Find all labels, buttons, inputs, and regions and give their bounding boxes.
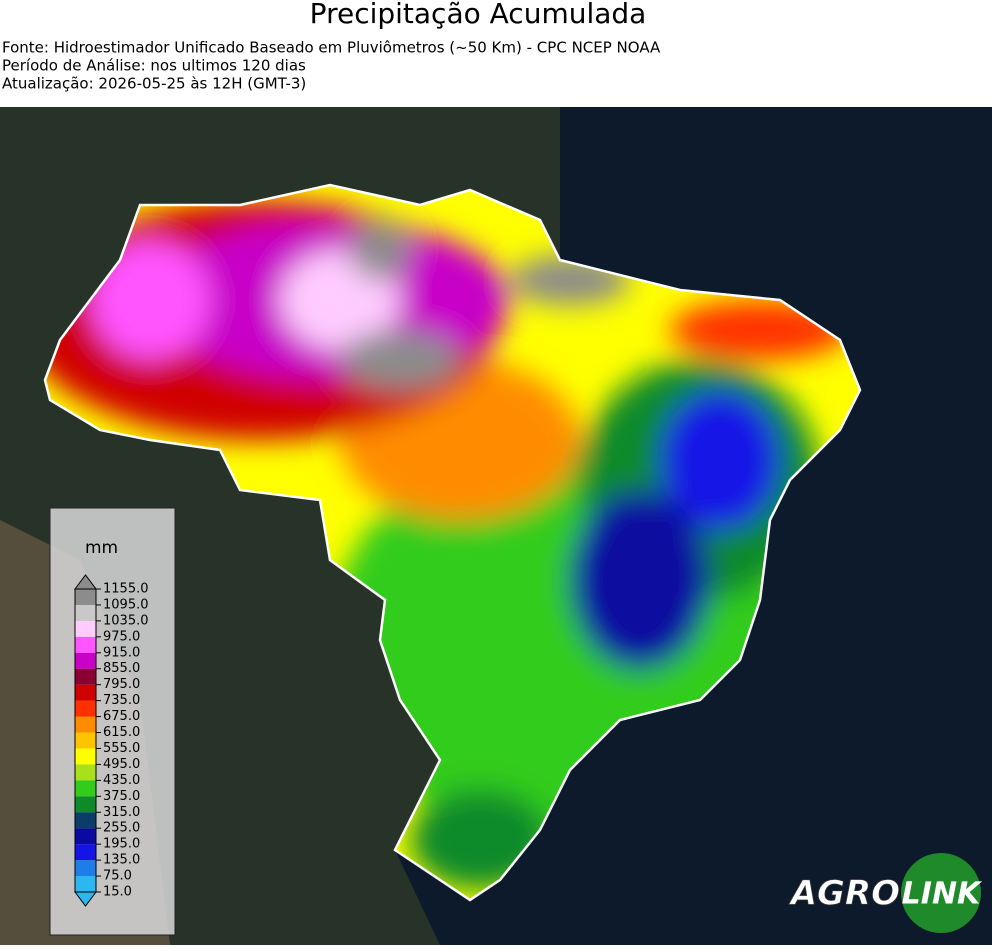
color-segment: [75, 796, 96, 813]
color-segment: [75, 764, 96, 781]
color-segment: [75, 668, 96, 685]
color-segment: [75, 652, 96, 669]
logo-right: LINK: [902, 877, 983, 912]
tick-label: 75.0: [103, 869, 132, 884]
legend-box: [49, 507, 176, 936]
color-segment: [75, 589, 96, 605]
tick-label: 135.0: [103, 853, 140, 868]
tick-label: 255.0: [103, 821, 140, 836]
color-segment: [75, 700, 96, 717]
colorbar: 15.075.0135.0195.0255.0315.0375.0435.049…: [74, 574, 149, 907]
color-segment: [75, 876, 96, 892]
precip-field: [45, 185, 860, 900]
tick-label: 1155.0: [103, 582, 149, 597]
tick-label: 495.0: [103, 757, 140, 772]
tick-label: 435.0: [103, 773, 140, 788]
tick-label: 1095.0: [103, 597, 149, 612]
color-segment: [75, 636, 96, 653]
color-segment: [75, 748, 96, 765]
source-line: Fonte: Hidroestimador Unificado Baseado …: [2, 39, 661, 57]
color-segment: [75, 860, 96, 877]
tick-label: 975.0: [103, 629, 140, 644]
color-segment: [75, 732, 96, 749]
tick-label: 735.0: [103, 693, 140, 708]
tick-label: 675.0: [103, 709, 140, 724]
color-segment: [75, 844, 96, 861]
title: Precipitação Acumulada: [310, 0, 647, 30]
tick-label: 1035.0: [103, 613, 149, 628]
color-segment: [75, 780, 96, 797]
tick-label: 315.0: [103, 805, 140, 820]
color-segment: [75, 716, 96, 733]
country-border: [43, 183, 862, 902]
tick-label: 915.0: [103, 645, 140, 660]
tick-label: 375.0: [103, 789, 140, 804]
logo-left: AGRO: [788, 874, 900, 914]
logo-circle: [901, 853, 981, 933]
tick-label: 615.0: [103, 725, 140, 740]
tick-label: 795.0: [103, 677, 140, 692]
color-segment: [75, 684, 96, 701]
color-segment: [75, 812, 96, 829]
color-segment: [75, 620, 96, 637]
tick-label: 15.0: [103, 885, 132, 900]
tick-label: 855.0: [103, 661, 140, 676]
legend-unit: mm: [85, 538, 118, 558]
tick-label: 195.0: [103, 837, 140, 852]
update-line: Atualização: 2026-05-25 às 12H (GMT-3): [2, 75, 306, 93]
color-segment: [75, 828, 96, 845]
period-line: Período de Análise: nos ultimos 120 dias: [2, 57, 306, 75]
tick-label: 555.0: [103, 741, 140, 756]
colorbar-frame: [74, 588, 97, 893]
color-segment: [75, 604, 96, 621]
